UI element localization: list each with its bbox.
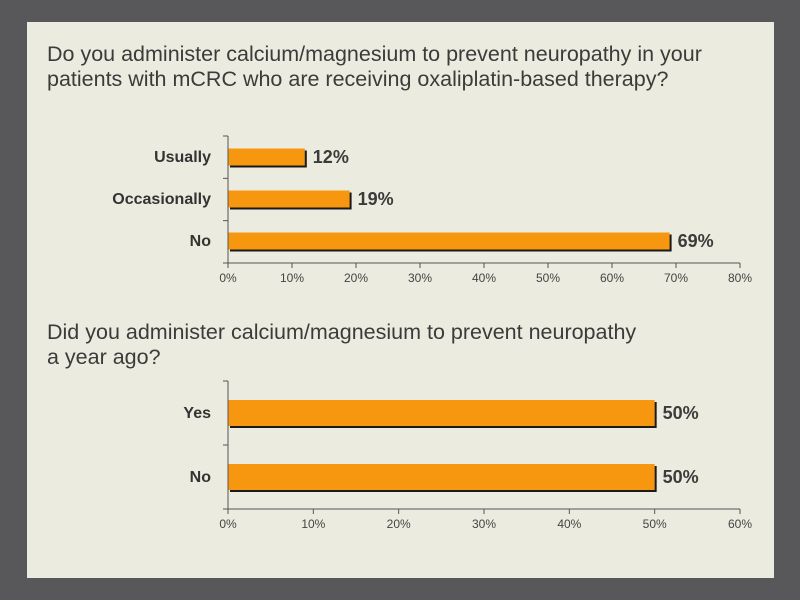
x-tick-label: 30% xyxy=(408,271,432,285)
bar-no xyxy=(228,232,670,250)
x-tick-label: 30% xyxy=(472,517,496,531)
x-tick-label: 80% xyxy=(728,271,752,285)
x-tick-label: 20% xyxy=(387,517,411,531)
x-tick-label: 20% xyxy=(344,271,368,285)
category-label: Usually xyxy=(154,149,211,166)
chart-year-ago: Yes 50% No 50% 0% 10% 20% 30% 40% 50% 60% xyxy=(183,380,752,531)
category-label: No xyxy=(190,233,212,250)
value-label: 12% xyxy=(313,147,349,167)
category-label: Occasionally xyxy=(112,191,211,208)
x-tick-label: 10% xyxy=(301,517,325,531)
x-tick-label: 10% xyxy=(280,271,304,285)
chart-current-practice: Usually 12% Occasionally 19% No 69% 0% 10% 20% 30… xyxy=(112,135,752,285)
x-tick-label: 60% xyxy=(600,271,624,285)
bar-occasionally xyxy=(228,190,350,208)
value-label: 19% xyxy=(358,189,394,209)
x-tick-label: 40% xyxy=(557,517,581,531)
bar-usually xyxy=(228,148,305,166)
question-1-title: Do you administer calcium/magnesium to p… xyxy=(47,42,702,91)
bar-no xyxy=(228,464,655,490)
x-tick-label: 0% xyxy=(219,271,237,285)
value-label: 50% xyxy=(663,403,699,423)
x-tick-label: 50% xyxy=(536,271,560,285)
value-label: 69% xyxy=(678,231,714,251)
x-tick-label: 50% xyxy=(643,517,667,531)
x-tick-label: 40% xyxy=(472,271,496,285)
x-tick-label: 0% xyxy=(219,517,237,531)
x-tick-label: 70% xyxy=(664,271,688,285)
x-tick-label: 60% xyxy=(728,517,752,531)
question-2-title: Did you administer calcium/magnesium to … xyxy=(47,320,637,369)
category-label: Yes xyxy=(183,405,211,422)
slide-panel: Do you administer calcium/magnesium to p… xyxy=(27,22,774,578)
category-label: No xyxy=(190,469,212,486)
bar-yes xyxy=(228,400,655,426)
value-label: 50% xyxy=(663,467,699,487)
